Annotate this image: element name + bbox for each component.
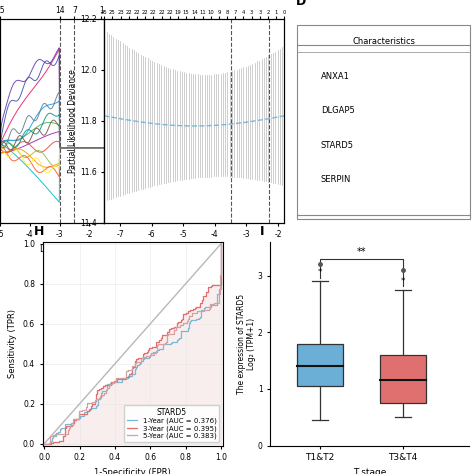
Text: ANXA1: ANXA1 <box>321 72 350 81</box>
5-Year (AUC = 0.383) <box>83 404 89 410</box>
1-Year (AUC = 0.376) <box>86 406 91 412</box>
Line: 3-Year (AUC = 0.395): 3-Year (AUC = 0.395) <box>45 244 221 444</box>
1-Year (AUC = 0.376) <box>176 336 182 342</box>
X-axis label: T stage: T stage <box>353 468 386 474</box>
1-Year (AUC = 0.376) <box>77 413 82 419</box>
5-Year (AUC = 0.383) <box>76 408 82 413</box>
Text: *: * <box>318 268 322 277</box>
Bar <box>297 344 343 386</box>
Text: STARD5: STARD5 <box>321 141 354 150</box>
3-Year (AUC = 0.395) <box>87 407 92 413</box>
3-Year (AUC = 0.395) <box>166 329 172 335</box>
Legend: 1-Year (AUC = 0.376), 3-Year (AUC = 0.395), 5-Year (AUC = 0.383): 1-Year (AUC = 0.376), 3-Year (AUC = 0.39… <box>124 405 219 442</box>
5-Year (AUC = 0.383) <box>109 381 115 386</box>
Bar <box>380 355 426 403</box>
5-Year (AUC = 0.383) <box>42 441 47 447</box>
3-Year (AUC = 0.395) <box>89 403 95 409</box>
Line: 5-Year (AUC = 0.383): 5-Year (AUC = 0.383) <box>45 244 221 444</box>
Text: Characteristics: Characteristics <box>353 37 415 46</box>
1-Year (AUC = 0.376) <box>218 241 224 246</box>
5-Year (AUC = 0.383) <box>218 241 224 246</box>
Text: I: I <box>260 226 264 238</box>
3-Year (AUC = 0.395) <box>132 359 138 365</box>
Text: *: * <box>401 277 405 286</box>
Line: 1-Year (AUC = 0.376): 1-Year (AUC = 0.376) <box>45 244 221 444</box>
5-Year (AUC = 0.383) <box>173 324 179 330</box>
X-axis label: Log(λ): Log(λ) <box>181 245 208 254</box>
Text: SERPIN: SERPIN <box>321 175 351 184</box>
3-Year (AUC = 0.395) <box>218 241 224 246</box>
Y-axis label: The expression of STARD5
Log₂ (TPM+1): The expression of STARD5 Log₂ (TPM+1) <box>237 293 256 394</box>
1-Year (AUC = 0.376) <box>154 347 160 353</box>
X-axis label: Log(λ): Log(λ) <box>39 245 65 254</box>
X-axis label: 1-Specificity (FPR): 1-Specificity (FPR) <box>94 468 171 474</box>
Text: H: H <box>34 226 44 238</box>
1-Year (AUC = 0.376) <box>187 318 193 324</box>
Y-axis label: Sensitivity (TPR): Sensitivity (TPR) <box>9 309 18 378</box>
5-Year (AUC = 0.383) <box>191 310 197 316</box>
Y-axis label: Partial Likelihood Deviance: Partial Likelihood Deviance <box>68 69 77 173</box>
1-Year (AUC = 0.376) <box>42 441 47 447</box>
3-Year (AUC = 0.395) <box>187 307 193 313</box>
3-Year (AUC = 0.395) <box>178 318 184 324</box>
3-Year (AUC = 0.395) <box>42 441 47 447</box>
1-Year (AUC = 0.376) <box>119 376 125 382</box>
Text: DLGAP5: DLGAP5 <box>321 106 355 115</box>
5-Year (AUC = 0.383) <box>155 341 161 347</box>
Text: D: D <box>296 0 306 8</box>
Text: **: ** <box>356 247 366 257</box>
